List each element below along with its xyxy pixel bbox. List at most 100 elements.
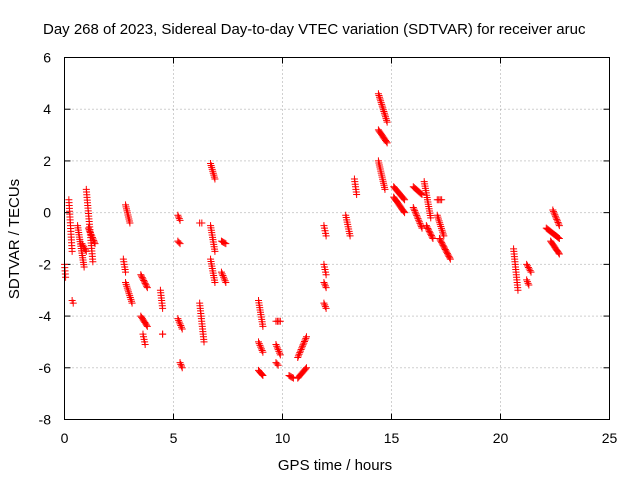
data-point — [302, 364, 310, 372]
x-tick-label: 0 — [61, 430, 69, 446]
data-point — [220, 273, 228, 281]
data-point — [434, 215, 442, 223]
data-point — [435, 217, 443, 225]
data-point — [551, 212, 559, 220]
data-point — [551, 211, 559, 219]
data-point — [296, 349, 304, 357]
data-point — [177, 323, 185, 331]
data-point — [88, 233, 96, 241]
data-point — [378, 100, 386, 108]
data-point — [208, 165, 216, 173]
data-point — [176, 240, 184, 248]
data-point — [555, 250, 563, 258]
data-point — [422, 222, 430, 230]
data-point — [273, 344, 281, 352]
plot-frame — [64, 57, 610, 420]
data-point — [380, 109, 388, 117]
data-point — [127, 297, 135, 305]
data-point — [88, 232, 96, 240]
x-tick-label: 10 — [275, 430, 291, 446]
data-point — [174, 315, 182, 323]
data-point — [424, 224, 432, 232]
data-point — [302, 333, 310, 341]
data-point — [143, 282, 151, 290]
data-point — [554, 234, 562, 242]
data-point — [177, 322, 185, 330]
data-point — [256, 341, 264, 349]
y-tick-label: 0 — [43, 205, 51, 221]
data-point — [128, 299, 136, 307]
data-point — [257, 345, 265, 353]
data-point — [525, 265, 533, 273]
data-point — [159, 330, 167, 338]
y-tick-label: 4 — [43, 101, 51, 117]
data-point — [86, 229, 94, 237]
data-point — [122, 280, 130, 288]
data-point — [85, 226, 93, 234]
data-point — [437, 224, 445, 232]
data-point — [300, 339, 308, 347]
data-point — [209, 169, 217, 177]
data-point — [68, 247, 76, 255]
grid-lines — [64, 57, 610, 420]
data-point — [255, 338, 263, 346]
data-point — [86, 227, 94, 235]
data-point — [378, 102, 386, 110]
data-point — [437, 223, 445, 231]
data-point — [523, 278, 531, 286]
data-point — [301, 336, 309, 344]
data-point — [300, 338, 308, 346]
data-point — [84, 224, 92, 232]
data-point — [320, 278, 328, 286]
data-point — [138, 272, 146, 280]
data-point — [210, 171, 218, 179]
data-point — [379, 104, 387, 112]
axis-ticks — [64, 57, 610, 420]
data-point — [383, 118, 391, 126]
data-point — [138, 274, 146, 282]
data-point — [258, 347, 266, 355]
data-point — [159, 304, 167, 312]
data-point — [141, 341, 149, 349]
data-point — [140, 276, 148, 284]
data-point — [418, 191, 426, 199]
data-point — [400, 195, 408, 203]
data-point — [90, 237, 98, 245]
data-point — [415, 216, 423, 224]
data-point — [550, 209, 558, 217]
data-point — [259, 322, 267, 330]
data-point — [524, 263, 532, 271]
data-point — [525, 281, 533, 289]
data-point — [409, 203, 417, 211]
data-point — [413, 213, 421, 221]
data-point — [438, 226, 446, 234]
data-point — [302, 334, 310, 342]
data-point — [276, 317, 284, 325]
data-point — [380, 107, 388, 115]
data-point — [123, 282, 131, 290]
data-point — [297, 345, 305, 353]
data-point — [514, 286, 522, 294]
x-axis-title: GPS time / hours — [278, 457, 392, 474]
data-point — [417, 190, 425, 198]
data-point — [429, 235, 437, 242]
data-point — [218, 270, 226, 278]
data-point — [272, 341, 280, 349]
data-point — [298, 342, 306, 350]
data-point — [428, 233, 436, 241]
data-point — [322, 284, 330, 292]
data-point — [258, 371, 266, 379]
data-points — [61, 90, 563, 382]
data-point — [417, 221, 425, 229]
data-point — [209, 167, 217, 175]
data-point — [217, 268, 225, 276]
data-point — [383, 139, 391, 147]
data-point — [555, 249, 563, 257]
data-point — [401, 196, 409, 204]
data-point — [207, 161, 215, 169]
data-point — [139, 275, 147, 283]
data-point — [412, 210, 420, 218]
data-point — [436, 221, 444, 229]
data-point — [295, 350, 303, 358]
data-point — [555, 220, 563, 228]
